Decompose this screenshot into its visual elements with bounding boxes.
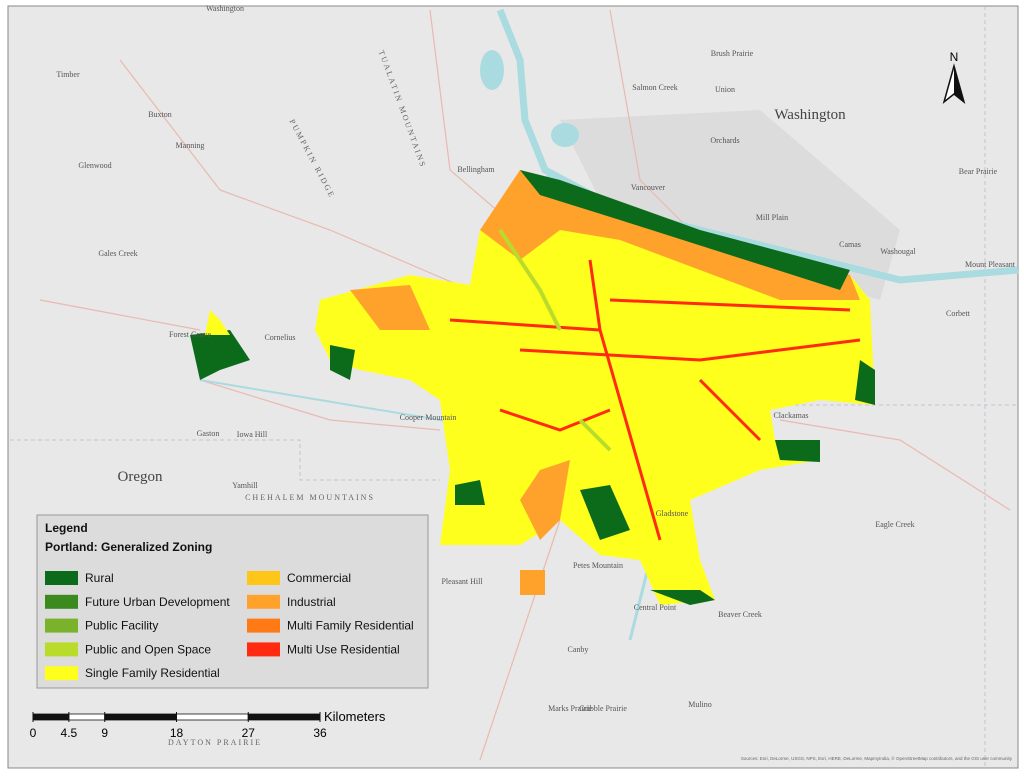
place-label: Camas	[839, 240, 861, 249]
north-arrow	[954, 66, 964, 102]
ridge-label: CHEHALEM MOUNTAINS	[245, 493, 375, 502]
place-label: Canby	[568, 645, 589, 654]
scale-label: 9	[101, 726, 108, 740]
legend-label: Future Urban Development	[85, 595, 230, 609]
region-label: Washington	[774, 107, 846, 123]
legend-swatch	[247, 594, 280, 609]
north-label: N	[950, 50, 959, 64]
scale-segment	[104, 713, 177, 721]
ridge-label: DAYTON PRAIRIE	[168, 738, 262, 747]
legend-swatch	[45, 666, 78, 681]
place-label: Mill Plain	[756, 213, 788, 222]
place-label: Glenwood	[78, 161, 111, 170]
scale-segment	[68, 713, 106, 721]
place-label: Forest Grove	[169, 330, 211, 339]
legend-label: Commercial	[287, 571, 351, 585]
place-label: Mount Pleasant	[965, 260, 1016, 269]
place-label: Timber	[56, 70, 80, 79]
place-label: Washington	[206, 4, 244, 13]
lake	[551, 123, 579, 147]
scale-label: 0	[30, 726, 37, 740]
place-label: Gribble Prairie	[579, 704, 627, 713]
legend-swatch	[45, 642, 78, 657]
scale-label: 36	[313, 726, 327, 740]
place-label: Petes Mountain	[573, 561, 623, 570]
place-label: Gaston	[197, 429, 220, 438]
legend-swatch	[247, 642, 280, 657]
zoning	[190, 170, 875, 605]
legend-label: Single Family Residential	[85, 666, 220, 680]
scale-segment	[247, 713, 321, 721]
place-label: Mulino	[688, 700, 712, 709]
place-label: Vancouver	[631, 183, 666, 192]
place-label: Beaver Creek	[718, 610, 762, 619]
place-label: Salmon Creek	[632, 83, 678, 92]
scale-segment	[176, 713, 249, 721]
place-label: Yamhill	[232, 481, 258, 490]
legend-label: Industrial	[287, 595, 336, 609]
place-label: Central Point	[634, 603, 677, 612]
legend-swatch	[247, 571, 280, 585]
place-label: Clackamas	[773, 411, 808, 420]
legend-label: Multi Use Residential	[287, 642, 400, 656]
legend-title: Legend	[45, 521, 88, 535]
place-label: Iowa Hill	[237, 430, 268, 439]
scale-label: 4.5	[61, 726, 78, 740]
roads	[39, 9, 1011, 761]
place-label: Orchards	[710, 136, 739, 145]
urban-area	[560, 110, 900, 300]
legend-label: Public Facility	[85, 619, 158, 633]
scale-label: 27	[242, 726, 256, 740]
place-label: Cornelius	[264, 333, 295, 342]
legend-swatch	[45, 571, 78, 585]
legend-label: Rural	[85, 571, 114, 585]
place-label: Bellingham	[457, 165, 495, 174]
place-label: Manning	[176, 141, 205, 150]
place-label: Brush Prairie	[711, 49, 754, 58]
legend-swatch	[45, 594, 78, 609]
place-label: Washougal	[880, 247, 916, 256]
boundaries	[10, 6, 1018, 768]
place-label: Cooper Mountain	[400, 413, 457, 422]
legend-swatch	[45, 618, 78, 633]
legend-subtitle: Portland: Generalized Zoning	[45, 540, 212, 554]
place-label: Pleasant Hill	[441, 577, 483, 586]
place-label: Marks Prairie	[548, 704, 592, 713]
place-label: Gladstone	[656, 509, 689, 518]
scale-unit: Kilometers	[324, 709, 386, 724]
place-label: Bear Prairie	[959, 167, 998, 176]
place-label: Eagle Creek	[875, 520, 914, 529]
place-label: Gales Creek	[98, 249, 137, 258]
place-label: Union	[715, 85, 735, 94]
place-label: Buxton	[148, 110, 172, 119]
legend-label: Multi Family Residential	[287, 619, 414, 633]
legend-swatch	[247, 618, 280, 633]
place-label: Corbett	[946, 309, 971, 318]
scale-segment	[32, 713, 70, 721]
scale-label: 18	[170, 726, 184, 740]
legend-label: Public and Open Space	[85, 642, 211, 656]
legend-box	[36, 514, 429, 689]
lake	[480, 50, 504, 90]
attribution: Sources: Esri, DeLorme, USGS, NPS, Esri,…	[741, 755, 1013, 761]
region-label: Oregon	[118, 469, 163, 485]
